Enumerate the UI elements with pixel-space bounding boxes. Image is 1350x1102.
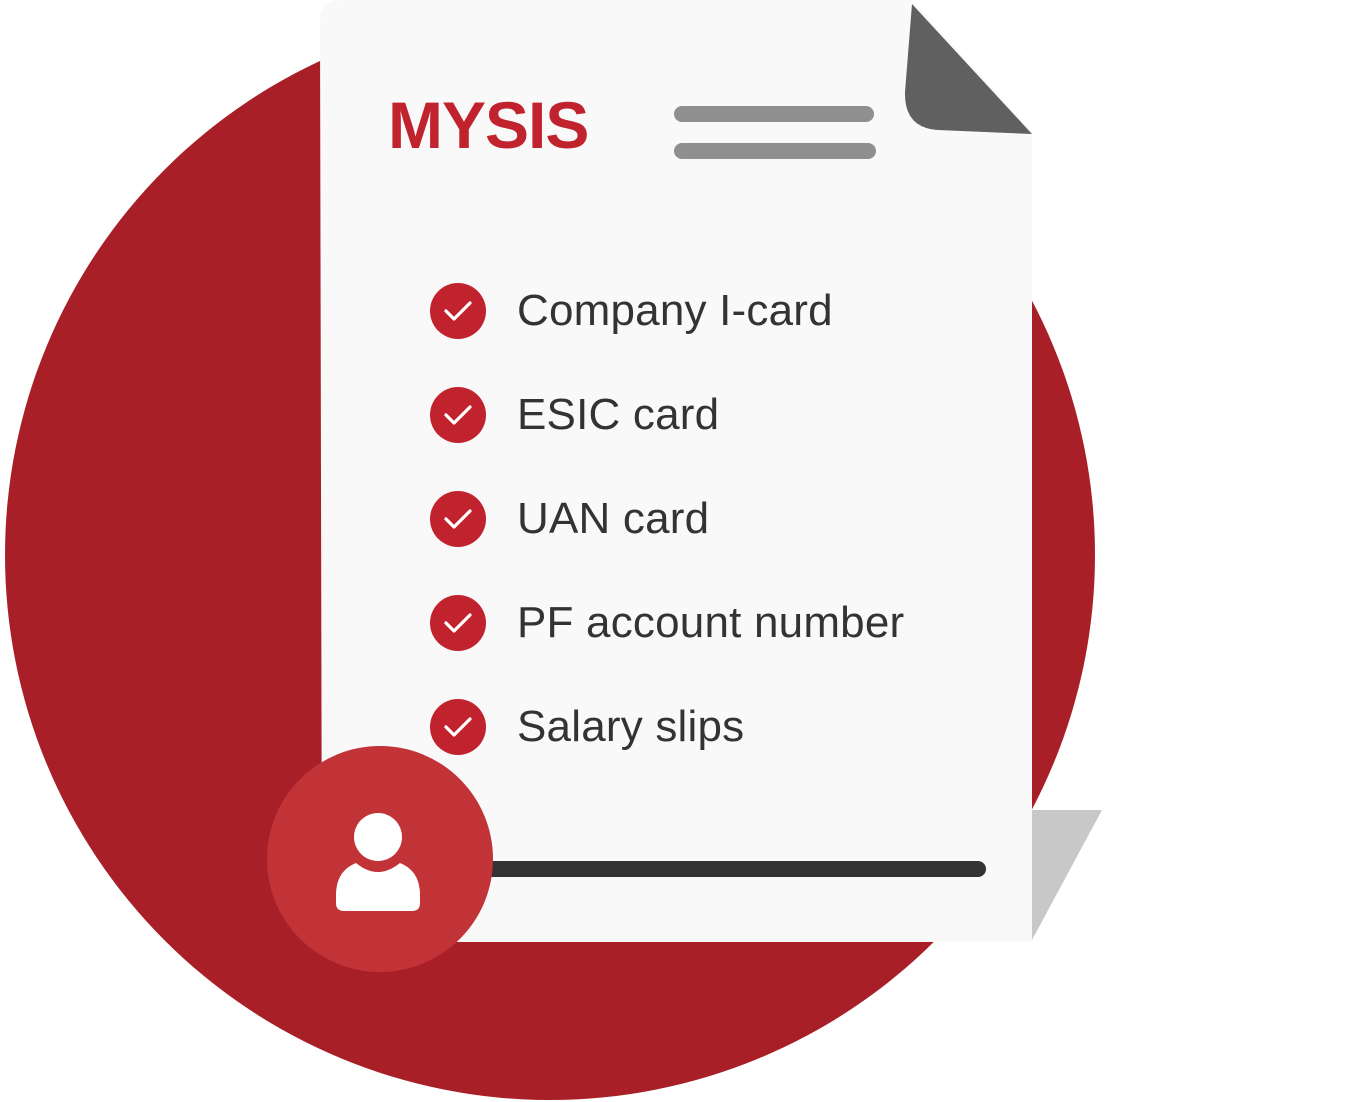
document-shadow — [1032, 810, 1102, 940]
checklist-item-label: PF account number — [517, 598, 905, 647]
check-circle-icon — [430, 387, 486, 443]
checklist-item: ESIC card — [430, 363, 904, 467]
check-circle-icon — [430, 491, 486, 547]
checklist-item-label: UAN card — [517, 494, 710, 543]
checklist-item: Salary slips — [430, 675, 904, 779]
checklist-item-label: ESIC card — [517, 390, 720, 439]
checklist-item: PF account number — [430, 571, 904, 675]
page-fold-corner — [904, 4, 1032, 134]
check-circle-icon — [430, 699, 486, 755]
checklist-item: Company I-card — [430, 259, 904, 363]
brand-logo-text: MYSIS — [388, 88, 589, 162]
document: MYSIS Company I-card ESIC card UAN card — [320, 0, 1032, 942]
avatar — [267, 746, 493, 972]
header-placeholder-line — [674, 106, 874, 122]
document-checklist: Company I-card ESIC card UAN card PF acc… — [430, 259, 904, 779]
checklist-item: UAN card — [430, 467, 904, 571]
header-placeholder-line — [674, 143, 876, 159]
document-paper — [320, 0, 1032, 942]
check-circle-icon — [430, 283, 486, 339]
checklist-item-label: Salary slips — [517, 702, 745, 751]
signature-line — [470, 861, 986, 877]
user-icon — [336, 813, 420, 911]
checklist-item-label: Company I-card — [517, 286, 833, 335]
check-circle-icon — [430, 595, 486, 651]
